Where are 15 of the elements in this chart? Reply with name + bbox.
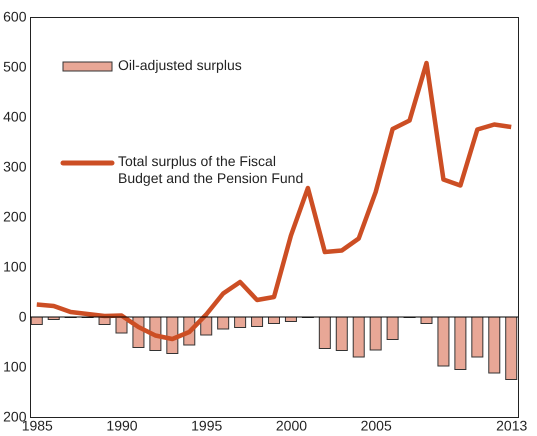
x-tick-label: 2005: [360, 418, 392, 434]
x-tick-label: 2013: [496, 418, 528, 434]
y-tick-label: 100: [3, 258, 27, 274]
x-tick-label: 2000: [276, 418, 308, 434]
x-tick-label: 1995: [191, 418, 223, 434]
legend-label: Total surplus of the Fiscal Budget and the Pension Fund: [118, 153, 304, 186]
y-tick-label: 400: [3, 108, 27, 124]
y-tick-label: 500: [3, 58, 27, 74]
y-tick-label: 600: [3, 8, 27, 24]
y-tick-label: 0: [18, 308, 27, 324]
y-tick-label: 100: [3, 358, 27, 374]
y-tick-label: 200: [3, 208, 27, 224]
x-tick-label: 1990: [106, 418, 138, 434]
legend-label: Oil-adjusted surplus: [118, 57, 242, 73]
y-tick-label: 300: [3, 158, 27, 174]
